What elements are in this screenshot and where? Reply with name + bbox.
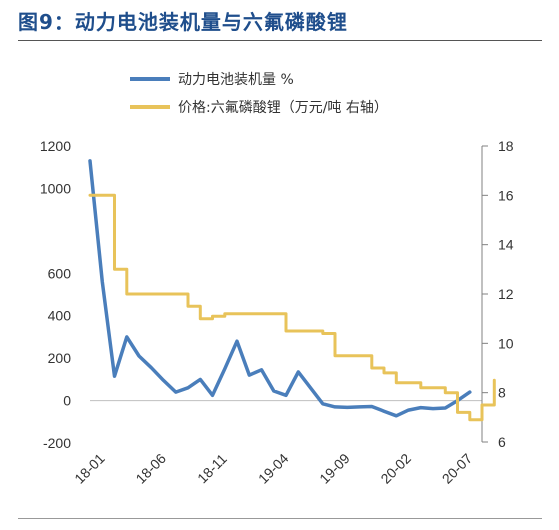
right-axis-tick-label: 10 bbox=[498, 335, 514, 351]
x-axis-tick-label: 20-07 bbox=[439, 450, 476, 487]
left-axis-tick-label: 1000 bbox=[40, 180, 71, 196]
x-axis-tick-label: 19-04 bbox=[255, 450, 292, 487]
left-axis-tick-label: 1200 bbox=[40, 138, 71, 154]
figure-title: 图9：动力电池装机量与六氟磷酸锂 bbox=[18, 10, 348, 34]
legend: 动力电池装机量 % 价格:六氟磷酸锂（万元/吨 右轴） bbox=[130, 72, 388, 116]
x-axis-tick-label: 20-02 bbox=[377, 450, 414, 487]
right-axis-tick-label: 18 bbox=[498, 138, 514, 154]
price-line bbox=[88, 193, 496, 422]
right-axis-tick-label: 8 bbox=[498, 385, 506, 401]
left-axis-tick-label: -200 bbox=[43, 435, 71, 451]
install-volume-line bbox=[88, 159, 472, 418]
right-axis-tick-label: 6 bbox=[498, 434, 506, 450]
right-axis-tick-label: 12 bbox=[498, 286, 514, 302]
x-axis-tick-label: 19-09 bbox=[316, 450, 353, 487]
legend-label: 价格:六氟磷酸锂（万元/吨 右轴） bbox=[178, 100, 388, 116]
x-axis-tick-label: 18-11 bbox=[194, 450, 230, 486]
title-divider bbox=[18, 40, 542, 41]
right-axis-tick-label: 14 bbox=[498, 237, 514, 253]
left-axis-tick-label: 0 bbox=[63, 393, 71, 409]
x-axis-tick-label: 18-01 bbox=[71, 450, 108, 487]
left-axis-tick-label: 600 bbox=[48, 265, 72, 281]
left-axis-tick-label: 400 bbox=[48, 308, 72, 324]
legend-label: 动力电池装机量 % bbox=[178, 72, 294, 88]
left-axis-tick-label: 200 bbox=[48, 350, 72, 366]
x-axis-tick-label: 18-06 bbox=[132, 450, 169, 487]
bottom-divider bbox=[18, 518, 542, 519]
series-lines bbox=[88, 159, 496, 422]
right-axis-tick-label: 16 bbox=[498, 187, 514, 203]
